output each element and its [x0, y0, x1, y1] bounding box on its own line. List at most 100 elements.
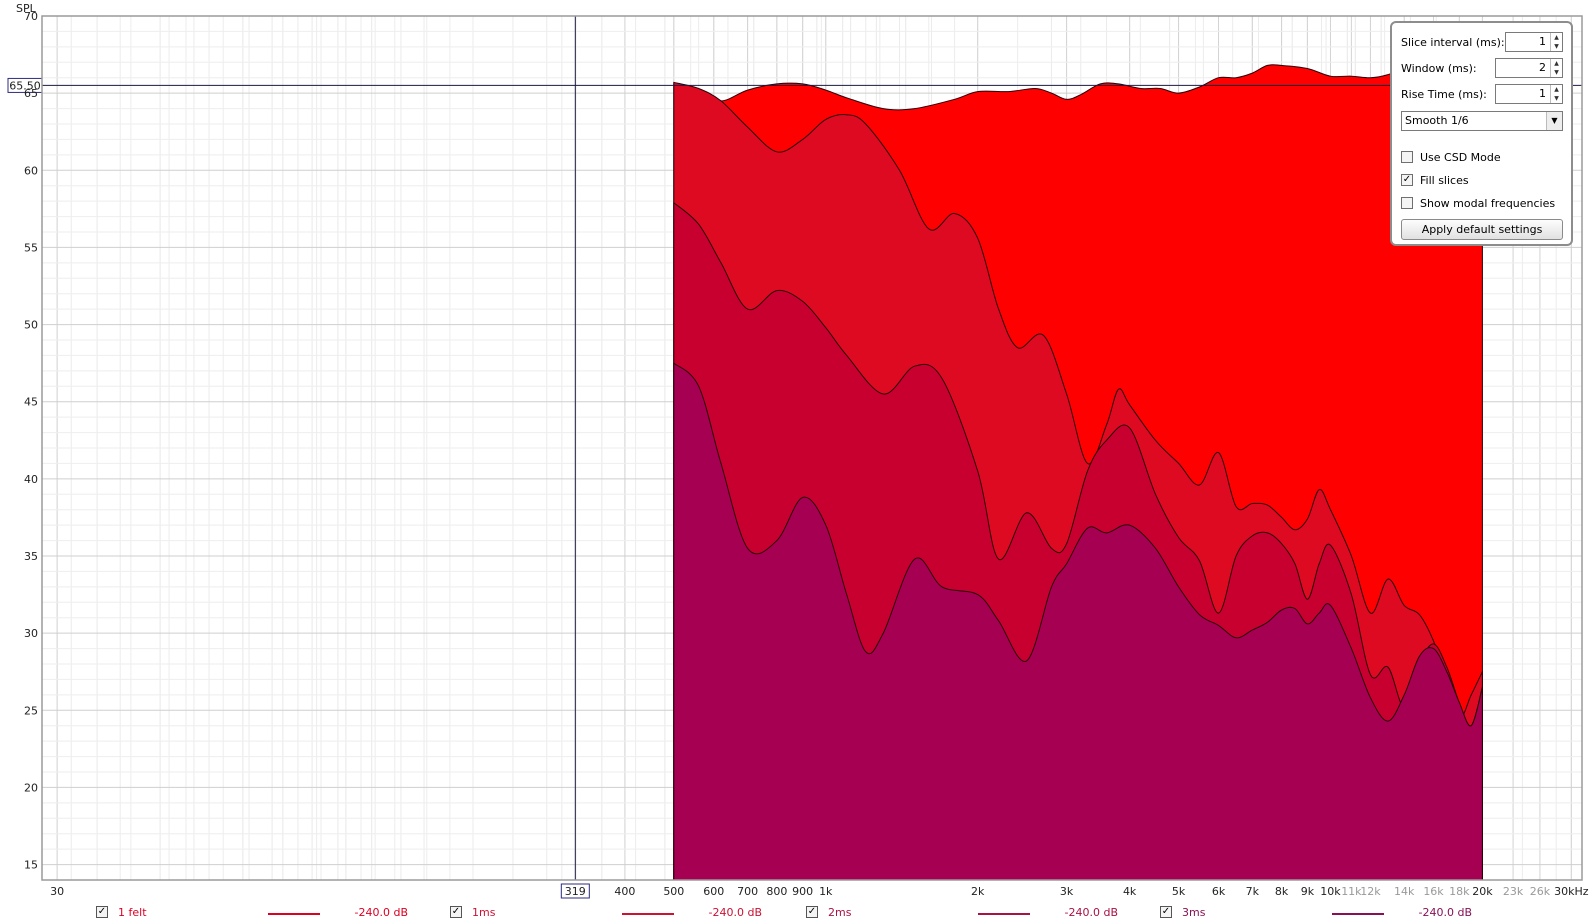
x-tick-label: 18k — [1449, 885, 1470, 898]
legend-item: ✓ 1ms -240.0 dB — [450, 905, 795, 921]
window-row: Window (ms): 2 ▲ ▼ — [1401, 57, 1563, 79]
x-tick-label: 8k — [1275, 885, 1289, 898]
x-tick-label: 6k — [1212, 885, 1226, 898]
spin-up-icon[interactable]: ▲ — [1554, 34, 1559, 41]
show-modal-row[interactable]: Show modal frequencies — [1401, 194, 1555, 212]
x-tick-label: 30 — [50, 885, 64, 898]
y-axis-label: SPL — [16, 2, 37, 15]
use-csd-row[interactable]: Use CSD Mode — [1401, 148, 1501, 166]
cursor[interactable]: 65.50 319 — [7, 16, 1582, 899]
legend-checkbox[interactable]: ✓ — [96, 906, 108, 918]
window-spinner[interactable]: 2 ▲ ▼ — [1495, 58, 1563, 78]
y-tick-label: 65 — [24, 87, 38, 100]
legend-checkbox[interactable]: ✓ — [1160, 906, 1172, 918]
x-tick-label: 7k — [1246, 885, 1260, 898]
x-tick-label: 5k — [1172, 885, 1186, 898]
x-tick-label: 700 — [737, 885, 758, 898]
legend-checkbox[interactable]: ✓ — [450, 906, 462, 918]
x-tick-label: 500 — [663, 885, 684, 898]
x-tick-label: 23k — [1503, 885, 1524, 898]
spin-up-icon[interactable]: ▲ — [1554, 60, 1559, 67]
y-tick-label: 35 — [24, 550, 38, 563]
legend-name: 1ms — [472, 906, 496, 919]
apply-default-settings-button[interactable]: Apply default settings — [1401, 219, 1563, 240]
rise-time-label: Rise Time (ms): — [1401, 87, 1487, 101]
y-tick-label: 40 — [24, 473, 38, 486]
legend-item: ✓ 1 felt -240.0 dB — [96, 905, 441, 921]
settings-panel: Slice interval (ms): 1 ▲ ▼ Window (ms): 2… — [1390, 21, 1573, 246]
x-tick-label: 30kHz — [1554, 885, 1589, 898]
y-tick-label: 50 — [24, 319, 38, 332]
cursor-x-readout: 319 — [565, 885, 586, 898]
y-tick-label: 30 — [24, 627, 38, 640]
x-tick-label: 9k — [1301, 885, 1315, 898]
legend-item: ✓ 3ms -240.0 dB — [1160, 905, 1505, 921]
slice-interval-spinner[interactable]: 1 ▲ ▼ — [1504, 32, 1563, 52]
legend-value: -240.0 dB — [354, 906, 409, 919]
cursor-y-readout: 65.50 — [9, 79, 41, 92]
spin-down-icon[interactable]: ▼ — [1554, 43, 1559, 50]
fill-slices-row[interactable]: ✓ Fill slices — [1401, 171, 1469, 189]
legend-line-swatch — [978, 913, 1030, 915]
spin-up-icon[interactable]: ▲ — [1554, 86, 1559, 93]
x-tick-label: 600 — [703, 885, 724, 898]
x-tick-label: 1k — [819, 885, 833, 898]
x-tick-label: 10k — [1320, 885, 1341, 898]
plot-frame — [41, 15, 1583, 881]
x-tick-label: 14k — [1394, 885, 1415, 898]
legend-value: -240.0 dB — [1064, 906, 1119, 919]
x-tick-label: 12k — [1360, 885, 1381, 898]
slice-areas — [673, 64, 1483, 881]
spin-down-icon[interactable]: ▼ — [1554, 69, 1559, 76]
axes: 70 65 60 55 50 45 40 35 30 25 20 15 SPL 30 400 500 600 70… — [16, 2, 1589, 898]
legend-value: -240.0 dB — [1418, 906, 1473, 919]
series-area-4 — [673, 362, 1483, 881]
fill-slices-checkbox[interactable]: ✓ — [1401, 174, 1413, 186]
y-tick-label: 25 — [24, 704, 38, 717]
cursor-x-box — [560, 883, 590, 899]
y-tick-label: 15 — [24, 859, 38, 872]
rise-time-value[interactable]: 1 — [1539, 87, 1546, 100]
use-csd-label: Use CSD Mode — [1420, 150, 1501, 164]
x-tick-label: 2k — [971, 885, 985, 898]
chevron-down-icon[interactable]: ▼ — [1546, 112, 1562, 130]
slice-interval-label: Slice interval (ms): — [1401, 35, 1505, 49]
slice-interval-row: Slice interval (ms): 1 ▲ ▼ — [1401, 31, 1563, 53]
y-tick-label: 45 — [24, 396, 38, 409]
fill-slices-label: Fill slices — [1420, 173, 1469, 187]
use-csd-checkbox[interactable] — [1401, 151, 1413, 163]
x-tick-label: 3k — [1060, 885, 1074, 898]
x-tick-label: 16k — [1423, 885, 1444, 898]
legend-item: ✓ 2ms -240.0 dB — [806, 905, 1151, 921]
show-modal-checkbox[interactable] — [1401, 197, 1413, 209]
legend-line-swatch — [1332, 913, 1384, 915]
smoothing-value[interactable]: Smooth 1/6 — [1405, 114, 1469, 127]
legend-name: 3ms — [1182, 906, 1206, 919]
smoothing-select[interactable]: Smooth 1/6 ▼ — [1401, 111, 1563, 131]
legend-line-swatch — [268, 913, 320, 915]
x-tick-label: 400 — [614, 885, 635, 898]
rise-time-row: Rise Time (ms): 1 ▲ ▼ — [1401, 83, 1563, 105]
show-modal-label: Show modal frequencies — [1420, 196, 1556, 210]
spin-down-icon[interactable]: ▼ — [1554, 95, 1559, 102]
x-tick-label: 800 — [766, 885, 787, 898]
rise-time-spinner[interactable]: 1 ▲ ▼ — [1495, 84, 1563, 104]
x-tick-label: 11k — [1341, 885, 1362, 898]
legend-name: 2ms — [828, 906, 852, 919]
x-tick-label: 4k — [1123, 885, 1137, 898]
legend-name: 1 felt — [118, 906, 147, 919]
y-tick-label: 20 — [24, 781, 38, 794]
y-tick-label: 60 — [24, 164, 38, 177]
y-tick-label: 55 — [24, 241, 38, 254]
x-tick-label: 900 — [792, 885, 813, 898]
legend-value: -240.0 dB — [708, 906, 763, 919]
legend-checkbox[interactable]: ✓ — [806, 906, 818, 918]
window-label: Window (ms): — [1401, 61, 1477, 75]
y-tick-label: 70 — [24, 10, 38, 23]
slice-interval-value[interactable]: 1 — [1539, 35, 1546, 48]
legend-line-swatch — [622, 913, 674, 915]
x-tick-label: 26k — [1530, 885, 1551, 898]
x-tick-label: 20k — [1472, 885, 1493, 898]
window-value[interactable]: 2 — [1539, 61, 1546, 74]
